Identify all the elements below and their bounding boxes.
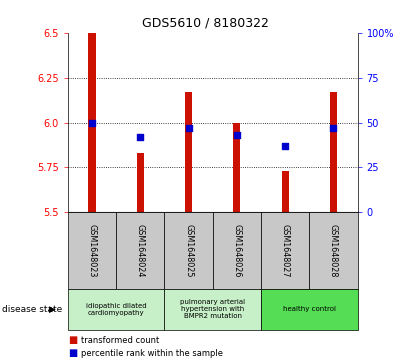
Bar xyxy=(213,212,261,289)
Point xyxy=(233,132,240,138)
Text: pulmonary arterial
hypertension with
BMPR2 mutation: pulmonary arterial hypertension with BMP… xyxy=(180,299,245,319)
Text: idiopathic dilated
cardiomyopathy: idiopathic dilated cardiomyopathy xyxy=(86,303,146,316)
Point xyxy=(330,125,337,131)
Text: percentile rank within the sample: percentile rank within the sample xyxy=(81,349,223,358)
Bar xyxy=(261,289,358,330)
Bar xyxy=(261,212,309,289)
Text: GSM1648027: GSM1648027 xyxy=(281,224,290,277)
Text: disease state: disease state xyxy=(2,305,62,314)
Point xyxy=(137,134,143,140)
Text: ■: ■ xyxy=(68,348,77,358)
Bar xyxy=(88,33,96,212)
Bar xyxy=(282,171,289,212)
Text: GSM1648028: GSM1648028 xyxy=(329,224,338,277)
Text: healthy control: healthy control xyxy=(283,306,336,313)
Point xyxy=(185,125,192,131)
Text: GSM1648026: GSM1648026 xyxy=(232,224,241,277)
Bar xyxy=(164,289,261,330)
Point xyxy=(282,143,289,149)
Bar xyxy=(116,212,164,289)
Text: GSM1648024: GSM1648024 xyxy=(136,224,145,277)
Bar xyxy=(233,123,240,212)
Bar xyxy=(68,289,164,330)
Bar xyxy=(136,153,144,212)
Bar xyxy=(164,212,213,289)
Text: GSM1648023: GSM1648023 xyxy=(88,224,97,277)
Text: GDS5610 / 8180322: GDS5610 / 8180322 xyxy=(142,16,269,29)
Point xyxy=(89,119,95,125)
Text: GSM1648025: GSM1648025 xyxy=(184,224,193,277)
Bar xyxy=(68,212,116,289)
Text: transformed count: transformed count xyxy=(81,336,159,344)
Bar xyxy=(309,212,358,289)
Bar xyxy=(185,92,192,212)
Bar xyxy=(330,92,337,212)
Text: ■: ■ xyxy=(68,335,77,345)
Text: ▶: ▶ xyxy=(48,305,55,314)
